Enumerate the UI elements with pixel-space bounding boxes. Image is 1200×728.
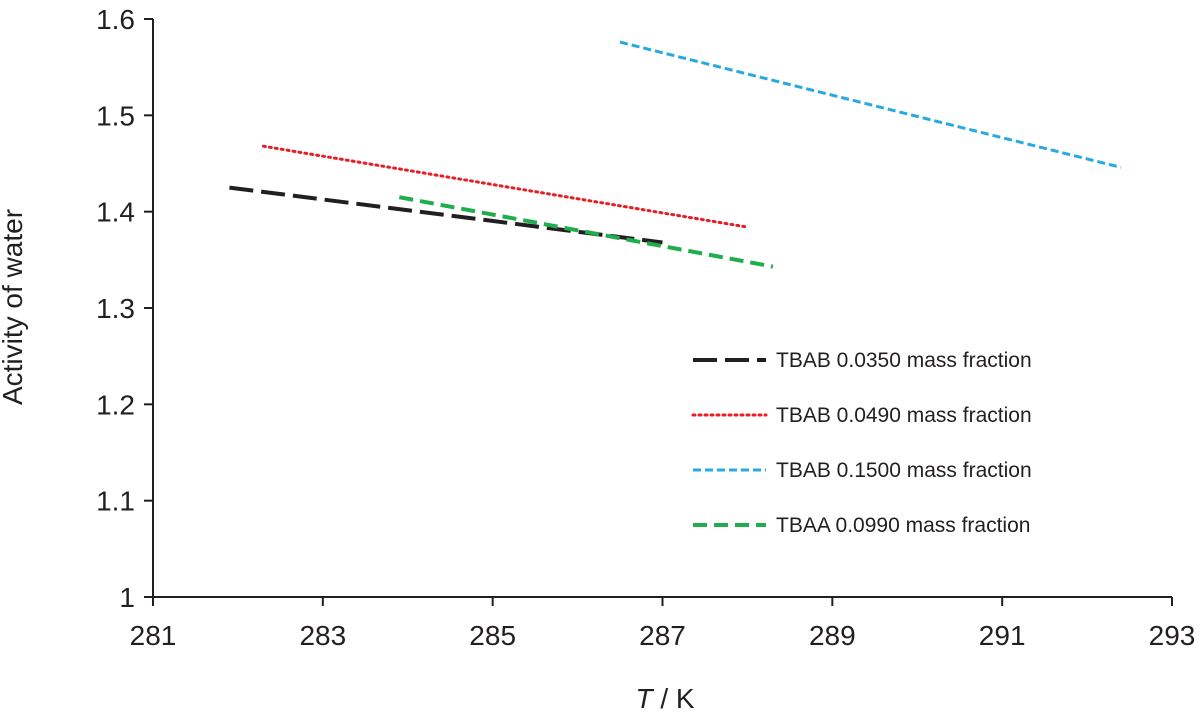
plot-frame bbox=[152, 19, 1172, 598]
legend-label-4: TBAA 0.0990 mass fraction bbox=[776, 514, 1030, 537]
series-line-2 bbox=[261, 144, 749, 229]
x-tick-label: 283 bbox=[299, 620, 346, 651]
x-tick-label: 293 bbox=[1149, 620, 1196, 651]
x-tick-label: 291 bbox=[979, 620, 1026, 651]
x-axis-title-unit: / K bbox=[653, 683, 695, 714]
legend: TBAB 0.0350 mass fraction TBAB 0.0490 mas… bbox=[691, 349, 1032, 537]
series-line-3 bbox=[619, 40, 1122, 169]
series-lines bbox=[229, 40, 1122, 269]
y-tick-label: 1.1 bbox=[96, 486, 135, 517]
x-tick-label: 289 bbox=[809, 620, 856, 651]
legend-label-2: TBAB 0.0490 mass fraction bbox=[776, 404, 1032, 427]
y-tick-label: 1 bbox=[119, 582, 135, 613]
y-axis-ticks: 1 1.1 1.2 1.3 1.4 1.5 1.6 bbox=[96, 4, 153, 613]
y-tick-label: 1.4 bbox=[96, 197, 135, 228]
y-tick-label: 1.2 bbox=[96, 389, 135, 420]
series-line-4 bbox=[398, 195, 774, 269]
x-axis-title: T / K bbox=[635, 683, 694, 714]
y-tick-label: 1.3 bbox=[96, 293, 135, 324]
x-axis-title-symbol: T bbox=[635, 683, 654, 714]
y-tick-label: 1.6 bbox=[96, 4, 135, 35]
y-tick-label: 1.5 bbox=[96, 100, 135, 131]
x-tick-label: 281 bbox=[130, 620, 177, 651]
x-tick-label: 285 bbox=[469, 620, 516, 651]
legend-label-1: TBAB 0.0350 mass fraction bbox=[776, 349, 1032, 372]
x-tick-label: 287 bbox=[639, 620, 686, 651]
y-axis-title: Activity of water bbox=[0, 209, 28, 405]
legend-label-3: TBAB 0.1500 mass fraction bbox=[776, 459, 1032, 482]
x-axis-ticks: 281 283 285 287 289 291 293 bbox=[130, 597, 1196, 651]
